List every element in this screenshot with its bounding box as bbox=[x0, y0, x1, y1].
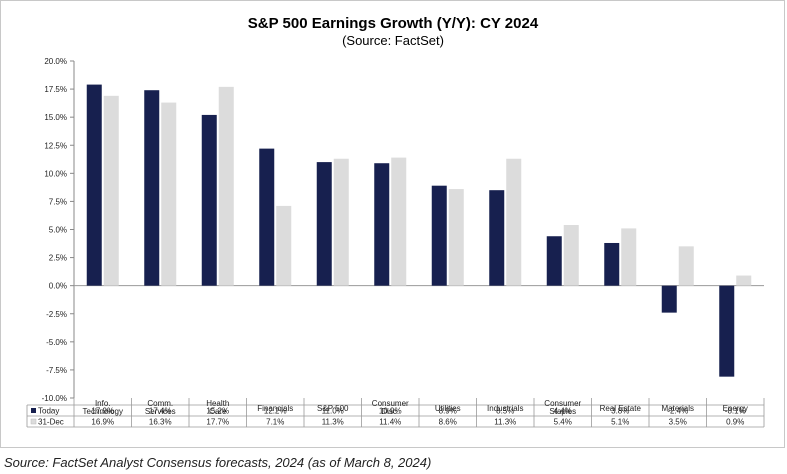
y-tick-label: 15.0% bbox=[44, 113, 67, 122]
data-label: 0.9% bbox=[726, 418, 744, 427]
data-label: 8.9% bbox=[439, 407, 457, 416]
bar-31-dec bbox=[621, 228, 637, 286]
data-label: -2.4% bbox=[667, 407, 688, 416]
y-tick-label: 10.0% bbox=[44, 169, 67, 178]
category-label: Consumer Staples bbox=[544, 399, 581, 416]
category-label: S&P 500 bbox=[317, 404, 349, 413]
bar-today bbox=[661, 285, 677, 313]
y-tick-label: 12.5% bbox=[44, 141, 67, 150]
bar-31-dec bbox=[563, 225, 579, 286]
legend-swatch bbox=[30, 418, 37, 425]
bar-31-dec bbox=[391, 157, 407, 286]
y-axis: 20.0% 17.5% 15.0% 12.5% 10.0% 7.5% 5.0% 2.5% 0.0… bbox=[42, 57, 764, 403]
category-label: Utilities bbox=[435, 404, 461, 413]
category-label: Comm. Services bbox=[145, 399, 176, 416]
bar-31-dec bbox=[103, 95, 119, 286]
data-label: 5.1% bbox=[611, 418, 629, 427]
y-tick-label: -2.5% bbox=[46, 310, 67, 319]
source-note: Source: FactSet Analyst Consensus foreca… bbox=[4, 455, 432, 470]
bar-today bbox=[489, 190, 505, 286]
y-tick-label: 5.0% bbox=[49, 226, 67, 235]
bar-today bbox=[431, 185, 447, 286]
bar-today bbox=[259, 148, 275, 286]
data-label: 5.4% bbox=[554, 418, 572, 427]
data-label: 11.3% bbox=[494, 418, 516, 427]
chart-frame: S&P 500 Earnings Growth (Y/Y): CY 2024 (… bbox=[0, 0, 785, 448]
y-tick-label: -10.0% bbox=[42, 394, 67, 403]
bar-today bbox=[604, 242, 620, 286]
data-label: 16.9% bbox=[91, 418, 114, 427]
bar-today bbox=[546, 236, 562, 286]
bar-today bbox=[374, 163, 390, 286]
data-label: 17.9% bbox=[91, 407, 114, 416]
chart-svg: S&P 500 Earnings Growth (Y/Y): CY 2024 (… bbox=[26, 15, 765, 428]
bar-31-dec bbox=[161, 102, 177, 286]
category-label: Info. Technology bbox=[83, 399, 123, 416]
data-table: Info. Technology Comm. Services Health Care Fi… bbox=[26, 398, 765, 428]
category-label: Financials bbox=[257, 404, 293, 413]
data-label: 10.9% bbox=[379, 407, 402, 416]
data-label: 4.4% bbox=[554, 407, 572, 416]
legend-label: 31-Dec bbox=[38, 418, 64, 427]
chart-subtitle: (Source: FactSet) bbox=[342, 33, 444, 48]
category-label: Health Care bbox=[206, 399, 229, 416]
y-tick-label: -7.5% bbox=[46, 366, 67, 375]
data-label: 16.3% bbox=[149, 418, 172, 427]
bar-today bbox=[201, 114, 217, 286]
legend-label: Today bbox=[38, 407, 59, 416]
y-tick-label: 20.0% bbox=[44, 57, 67, 66]
y-tick-label: -5.0% bbox=[46, 338, 67, 347]
bar-31-dec bbox=[276, 205, 292, 286]
bar-31-dec bbox=[678, 246, 694, 286]
data-label: 8.6% bbox=[439, 418, 457, 427]
category-label: Industrials bbox=[487, 404, 523, 413]
data-label: 11.0% bbox=[322, 407, 344, 416]
bar-today bbox=[144, 90, 160, 286]
y-tick-label: 17.5% bbox=[44, 85, 67, 94]
data-label: 11.3% bbox=[322, 418, 344, 427]
bars bbox=[86, 84, 752, 377]
data-label: 17.4% bbox=[149, 407, 172, 416]
bar-today bbox=[86, 84, 102, 286]
bar-31-dec bbox=[333, 158, 349, 286]
data-label: 15.2% bbox=[206, 407, 229, 416]
bar-31-dec bbox=[448, 189, 464, 286]
data-label: 11.4% bbox=[379, 418, 401, 427]
data-label: -8.1% bbox=[725, 407, 746, 416]
category-label: Consumer Disc. bbox=[372, 399, 409, 416]
y-tick-label: 2.5% bbox=[49, 254, 67, 263]
category-label: Real Estate bbox=[600, 404, 642, 413]
legend-swatch bbox=[31, 408, 36, 413]
bar-31-dec bbox=[506, 158, 522, 286]
bar-today bbox=[719, 285, 735, 377]
category-label: Materials bbox=[662, 404, 694, 413]
bar-today bbox=[316, 162, 332, 286]
data-label: 3.5% bbox=[669, 418, 687, 427]
y-tick-label: 7.5% bbox=[49, 197, 67, 206]
data-label: 17.7% bbox=[206, 418, 229, 427]
bar-31-dec bbox=[736, 275, 752, 286]
y-tick-label: 0.0% bbox=[49, 282, 67, 291]
data-label: 3.8% bbox=[611, 407, 629, 416]
data-label: 7.1% bbox=[266, 418, 284, 427]
bar-31-dec bbox=[218, 86, 234, 286]
data-label: 8.5% bbox=[496, 407, 514, 416]
data-label: 12.2% bbox=[264, 407, 287, 416]
chart-title: S&P 500 Earnings Growth (Y/Y): CY 2024 bbox=[248, 15, 539, 32]
category-label: Energy bbox=[723, 404, 748, 413]
